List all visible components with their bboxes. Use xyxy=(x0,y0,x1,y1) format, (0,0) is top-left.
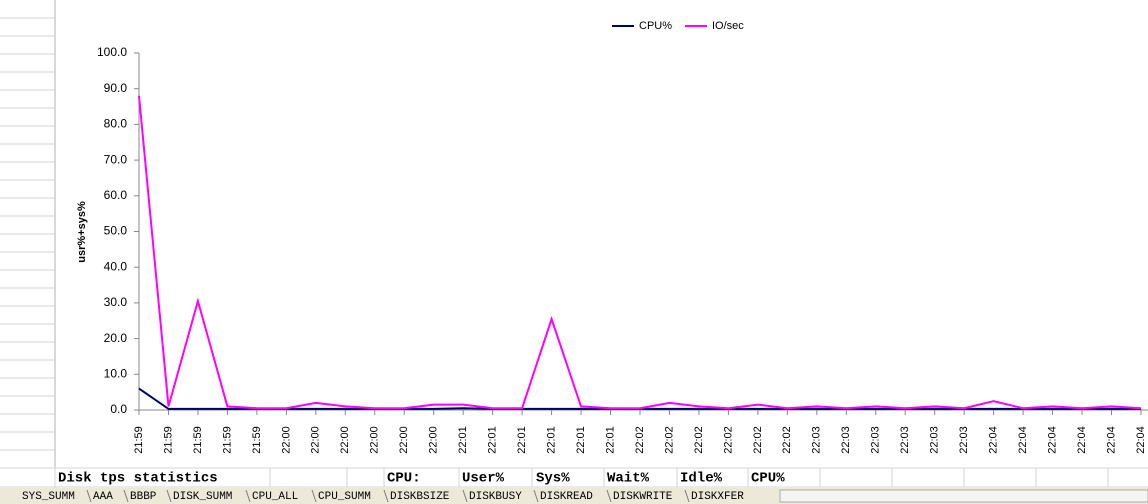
x-tick-label: 22:00 xyxy=(428,426,440,454)
y-tick-label: 100.0 xyxy=(97,45,127,59)
x-tick-label: 22:03 xyxy=(811,426,823,454)
tab-separator xyxy=(86,489,92,503)
x-tick-label: 22:00 xyxy=(339,426,351,454)
y-tick-label: 70.0 xyxy=(104,152,128,166)
cell-text: CPU% xyxy=(751,471,785,487)
y-tick-label: 30.0 xyxy=(104,295,128,309)
x-tick-label: 21:59 xyxy=(133,426,145,454)
sheet-tab[interactable]: DISKREAD xyxy=(540,491,593,503)
tab-separator xyxy=(245,489,251,503)
sheet-tab[interactable]: DISKBUSY xyxy=(469,491,522,503)
x-tick-label: 22:04 xyxy=(1105,426,1117,454)
tab-separator xyxy=(684,489,690,503)
x-tick-label: 22:01 xyxy=(457,426,469,454)
y-tick-label: 80.0 xyxy=(104,117,128,131)
y-tick-label: 50.0 xyxy=(104,224,128,238)
x-tick-label: 22:04 xyxy=(988,426,1000,454)
x-tick-label: 22:02 xyxy=(722,426,734,454)
series-line xyxy=(138,95,1142,410)
x-tick-label: 22:04 xyxy=(1076,426,1088,454)
tab-separator xyxy=(606,489,612,503)
y-tick-label: 10.0 xyxy=(104,366,128,380)
tab-separator xyxy=(383,489,389,503)
x-tick-label: 22:02 xyxy=(634,426,646,454)
sheet-tab[interactable]: BBBP xyxy=(130,491,157,503)
x-tick-label: 22:01 xyxy=(516,426,528,454)
x-tick-label: 22:03 xyxy=(840,426,852,454)
sheet-tab[interactable]: CPU_ALL xyxy=(252,491,298,503)
x-tick-label: 21:59 xyxy=(221,426,233,454)
chart-area xyxy=(56,0,1148,467)
sheet-tab[interactable]: CPU_SUMM xyxy=(318,491,371,503)
tab-separator xyxy=(311,489,317,503)
x-tick-label: 22:02 xyxy=(752,426,764,454)
sheet-tab[interactable]: DISKWRITE xyxy=(613,491,673,503)
tab-separator xyxy=(166,489,172,503)
x-tick-label: 22:04 xyxy=(1017,426,1029,454)
y-tick-label: 90.0 xyxy=(104,81,128,95)
cell-text: Idle% xyxy=(680,471,723,487)
y-tick-label: 40.0 xyxy=(104,259,128,273)
x-tick-label: 22:03 xyxy=(929,426,941,454)
x-tick-label: 22:00 xyxy=(398,426,410,454)
cell-text: CPU: xyxy=(387,471,421,487)
x-tick-label: 22:01 xyxy=(545,426,557,454)
cell-text: Wait% xyxy=(607,471,650,487)
x-tick-label: 22:01 xyxy=(487,426,499,454)
y-tick-label: 60.0 xyxy=(104,188,128,202)
cell-text: Sys% xyxy=(536,471,570,487)
x-tick-label: 22:04 xyxy=(1135,426,1147,454)
x-tick-label: 22:00 xyxy=(369,426,381,454)
tab-separator xyxy=(533,489,539,503)
x-tick-label: 21:59 xyxy=(192,426,204,454)
tab-separator xyxy=(123,489,129,503)
y-axis-label: usr%+sys% xyxy=(76,201,88,263)
x-tick-label: 22:02 xyxy=(781,426,793,454)
sheet-tab[interactable]: DISK_SUMM xyxy=(173,491,232,503)
x-tick-label: 22:04 xyxy=(1046,426,1058,454)
x-tick-label: 22:01 xyxy=(575,426,587,454)
x-tick-label: 22:00 xyxy=(310,426,322,454)
scroll-bar[interactable] xyxy=(779,489,1148,503)
x-tick-label: 22:02 xyxy=(693,426,705,454)
y-tick-label: 20.0 xyxy=(104,331,128,345)
x-tick-label: 22:01 xyxy=(604,426,616,454)
sheet-tab[interactable]: DISKBSIZE xyxy=(390,491,450,503)
y-tick-label: 0.0 xyxy=(110,402,127,416)
sheet-tab[interactable]: DISKXFER xyxy=(691,491,744,503)
x-tick-label: 22:00 xyxy=(280,426,292,454)
x-tick-label: 22:03 xyxy=(958,426,970,454)
cell-text: Disk tps statistics xyxy=(58,471,218,487)
x-tick-label: 21:59 xyxy=(251,426,263,454)
sheet-tab[interactable]: AAA xyxy=(93,491,113,503)
x-tick-label: 21:59 xyxy=(162,426,174,454)
legend-label: CPU% xyxy=(639,20,672,32)
x-tick-label: 22:02 xyxy=(663,426,675,454)
cell-text: User% xyxy=(462,471,505,487)
tab-separator xyxy=(462,489,468,503)
legend-label: IO/sec xyxy=(712,20,744,32)
x-tick-label: 22:03 xyxy=(870,426,882,454)
sheet-tab[interactable]: SYS_SUMM xyxy=(22,491,75,503)
x-tick-label: 22:03 xyxy=(899,426,911,454)
